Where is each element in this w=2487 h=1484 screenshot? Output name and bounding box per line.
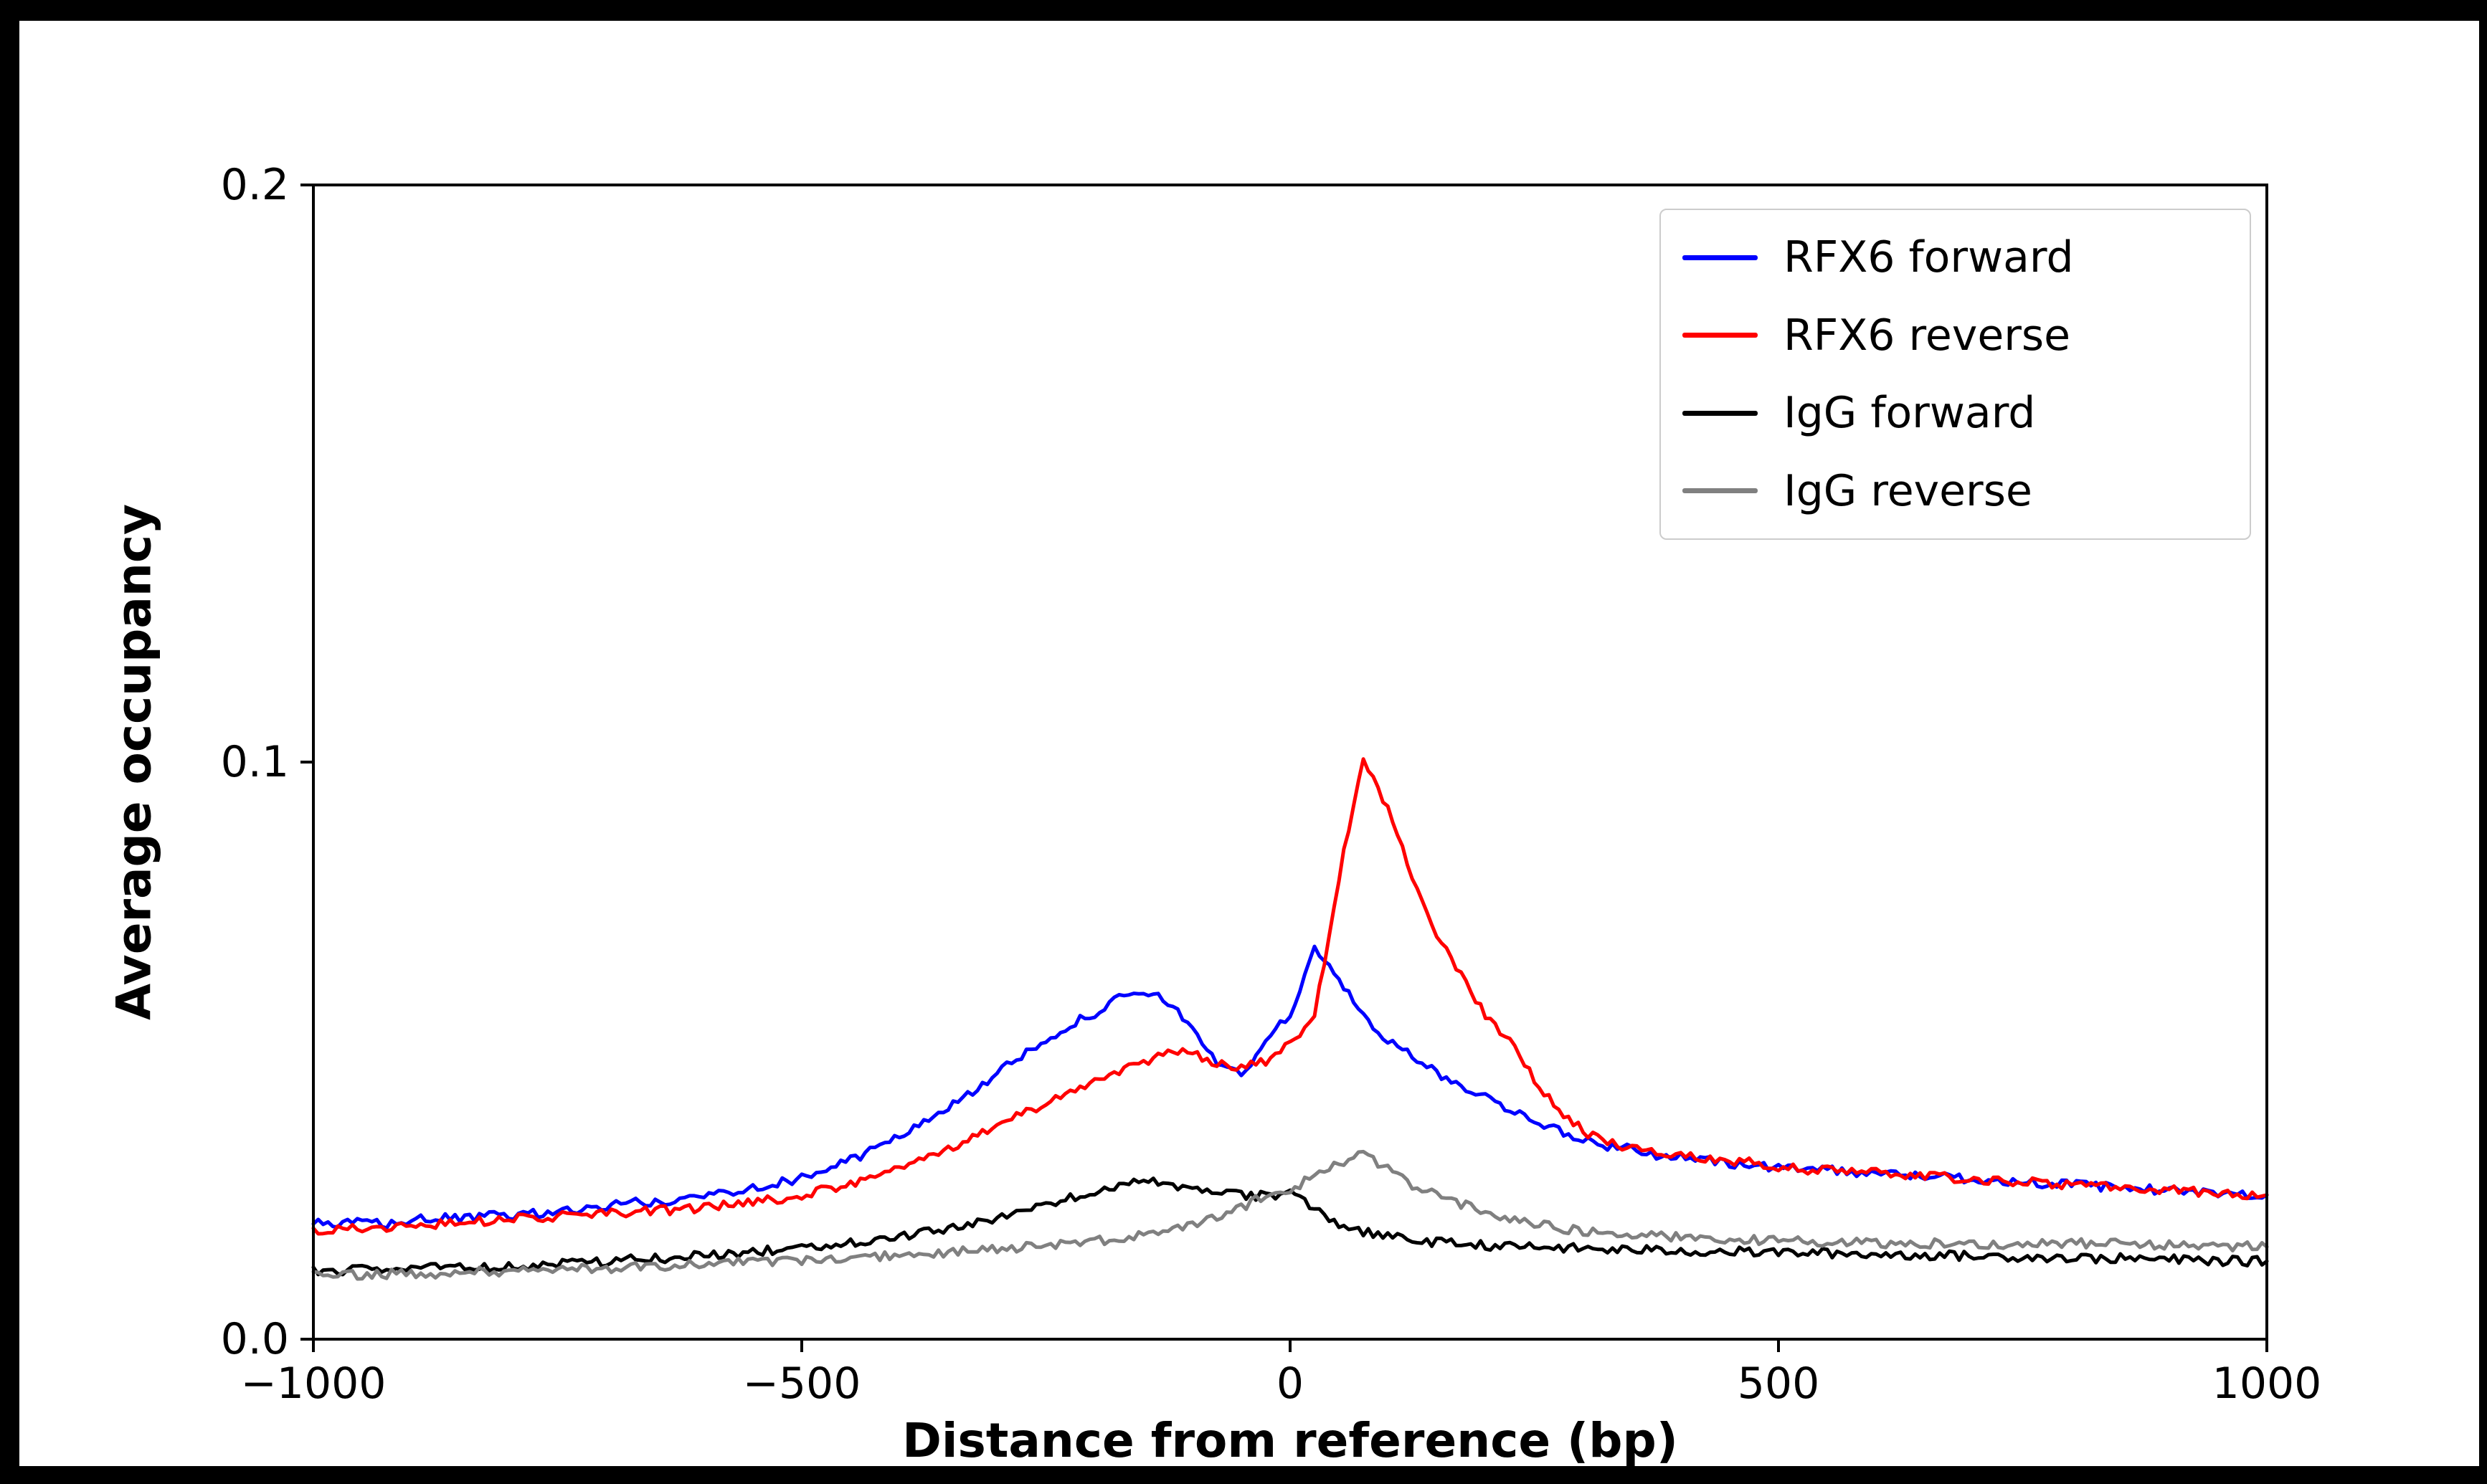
svg-text:500: 500 xyxy=(1738,1359,1820,1409)
x-axis-label: Distance from reference (bp) xyxy=(902,1413,1678,1468)
legend-label-rfx6-forward: RFX6 forward xyxy=(1783,232,2074,283)
y-axis-label: Average occupancy xyxy=(106,503,162,1021)
legend-item-rfx6-forward: RFX6 forward xyxy=(1682,236,2228,279)
svg-text:−1000: −1000 xyxy=(241,1359,387,1409)
legend: RFX6 forward RFX6 reverse IgG forward Ig… xyxy=(1659,209,2251,540)
svg-text:0.1: 0.1 xyxy=(221,737,289,787)
legend-item-rfx6-reverse: RFX6 reverse xyxy=(1682,314,2228,357)
figure-canvas: −1000 −500 0 500 1000 0.0 0.1 0.2 Average occup… xyxy=(19,21,2479,1468)
legend-label-rfx6-reverse: RFX6 reverse xyxy=(1783,310,2071,361)
legend-line-swatch-igg-reverse xyxy=(1682,488,1758,494)
svg-text:0: 0 xyxy=(1276,1359,1304,1409)
legend-item-igg-reverse: IgG reverse xyxy=(1682,470,2228,513)
svg-text:0.0: 0.0 xyxy=(221,1314,289,1364)
legend-label-igg-reverse: IgG reverse xyxy=(1783,465,2032,516)
legend-line-swatch-rfx6-reverse xyxy=(1682,333,1758,338)
svg-text:1000: 1000 xyxy=(2212,1359,2322,1409)
legend-item-igg-forward: IgG forward xyxy=(1682,391,2228,434)
chart-plot-area: −1000 −500 0 500 1000 0.0 0.1 0.2 xyxy=(221,160,2322,1409)
svg-text:−500: −500 xyxy=(743,1359,861,1409)
legend-line-swatch-rfx6-forward xyxy=(1682,255,1758,260)
legend-line-swatch-igg-forward xyxy=(1682,410,1758,416)
svg-text:0.2: 0.2 xyxy=(221,160,289,210)
legend-label-igg-forward: IgG forward xyxy=(1783,388,2036,439)
